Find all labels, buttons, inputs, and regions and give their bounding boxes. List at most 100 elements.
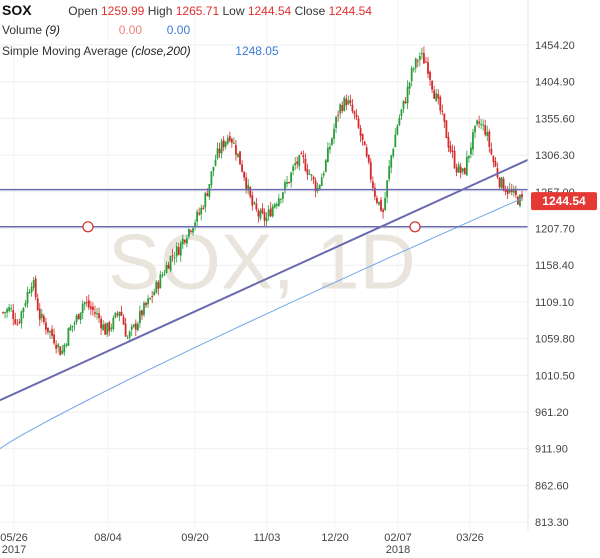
candle	[53, 328, 55, 346]
candle	[177, 242, 180, 256]
candle	[147, 295, 149, 308]
time-tick-label: 05/26	[0, 532, 28, 544]
candle	[232, 137, 235, 145]
candle	[298, 154, 301, 171]
candle	[339, 103, 342, 119]
sma-line	[0, 198, 523, 450]
candle	[18, 318, 21, 325]
candle	[378, 201, 380, 206]
candle	[230, 137, 233, 148]
candle	[441, 104, 444, 116]
low-label: Low	[222, 4, 245, 18]
candle	[390, 154, 393, 174]
candle	[365, 144, 368, 159]
candle	[183, 239, 186, 245]
candle	[167, 261, 170, 269]
candle	[459, 162, 462, 179]
horizontal-level-handle-right[interactable]	[409, 221, 421, 233]
candle	[490, 142, 493, 156]
close-value: 1244.54	[328, 4, 372, 18]
candle	[431, 79, 433, 94]
candle	[259, 208, 262, 221]
candle	[104, 322, 107, 335]
candle	[81, 300, 84, 320]
candle	[279, 198, 282, 204]
candle	[453, 145, 456, 170]
candle	[429, 70, 431, 86]
volume-label[interactable]: Volume	[2, 23, 43, 37]
candle	[30, 282, 33, 297]
price-tick-label: 1306.30	[535, 150, 575, 162]
candle	[171, 248, 174, 262]
sma-label[interactable]: Simple Moving Average	[2, 44, 128, 58]
candle	[204, 191, 207, 213]
candle	[40, 308, 43, 323]
candle	[425, 57, 427, 64]
candle	[333, 123, 335, 144]
candle	[169, 255, 172, 273]
price-tick-label: 1010.50	[535, 370, 575, 382]
candle	[443, 113, 446, 128]
candle	[194, 219, 196, 231]
candle	[376, 195, 378, 205]
candle	[455, 163, 458, 177]
candle	[282, 191, 284, 203]
candle	[239, 151, 241, 165]
candle	[108, 320, 111, 337]
price-tick-label: 1059.80	[535, 334, 575, 346]
candle	[449, 140, 452, 154]
candle	[34, 275, 37, 301]
candle	[320, 173, 323, 187]
candle	[445, 119, 448, 139]
price-tick-label: 1404.90	[535, 77, 575, 89]
open-value: 1259.99	[100, 4, 145, 18]
candle	[57, 342, 60, 353]
candle	[143, 300, 145, 318]
candle	[175, 242, 178, 263]
candle	[2, 311, 4, 315]
candle	[433, 85, 436, 99]
horizontal-level-handle-left[interactable]	[82, 221, 94, 233]
candle	[212, 166, 215, 177]
candle	[192, 227, 194, 236]
candle	[506, 186, 509, 200]
candle	[286, 175, 288, 188]
candle	[126, 335, 129, 340]
candle	[288, 181, 290, 184]
candle	[96, 307, 98, 320]
candle	[514, 185, 517, 199]
high-value: 1265.71	[175, 4, 220, 18]
candle	[292, 163, 295, 176]
candle	[294, 156, 297, 171]
candle	[373, 183, 376, 201]
candle	[331, 137, 333, 147]
candle	[357, 115, 360, 129]
candle	[418, 52, 421, 67]
symbol-name[interactable]: SOX	[2, 2, 32, 18]
candle	[132, 323, 135, 329]
candle	[67, 327, 70, 346]
candle	[384, 191, 386, 211]
candle	[363, 140, 366, 146]
candle	[4, 311, 6, 319]
candle	[190, 229, 192, 235]
candle	[42, 313, 45, 325]
candle	[55, 340, 58, 354]
candle	[179, 240, 182, 262]
candle	[100, 315, 102, 335]
candle	[149, 297, 152, 301]
candle	[380, 196, 382, 212]
candle	[269, 201, 272, 218]
candle	[498, 177, 501, 191]
trend-line[interactable]	[0, 158, 529, 402]
low-value: 1244.54	[247, 4, 292, 18]
candle	[249, 186, 252, 199]
candle	[474, 125, 476, 139]
price-axis[interactable]: 1454.201404.901355.601306.301257.001207.…	[535, 40, 575, 529]
candle	[500, 176, 503, 189]
candle	[439, 95, 442, 115]
candle	[437, 89, 440, 105]
candle	[163, 269, 166, 277]
